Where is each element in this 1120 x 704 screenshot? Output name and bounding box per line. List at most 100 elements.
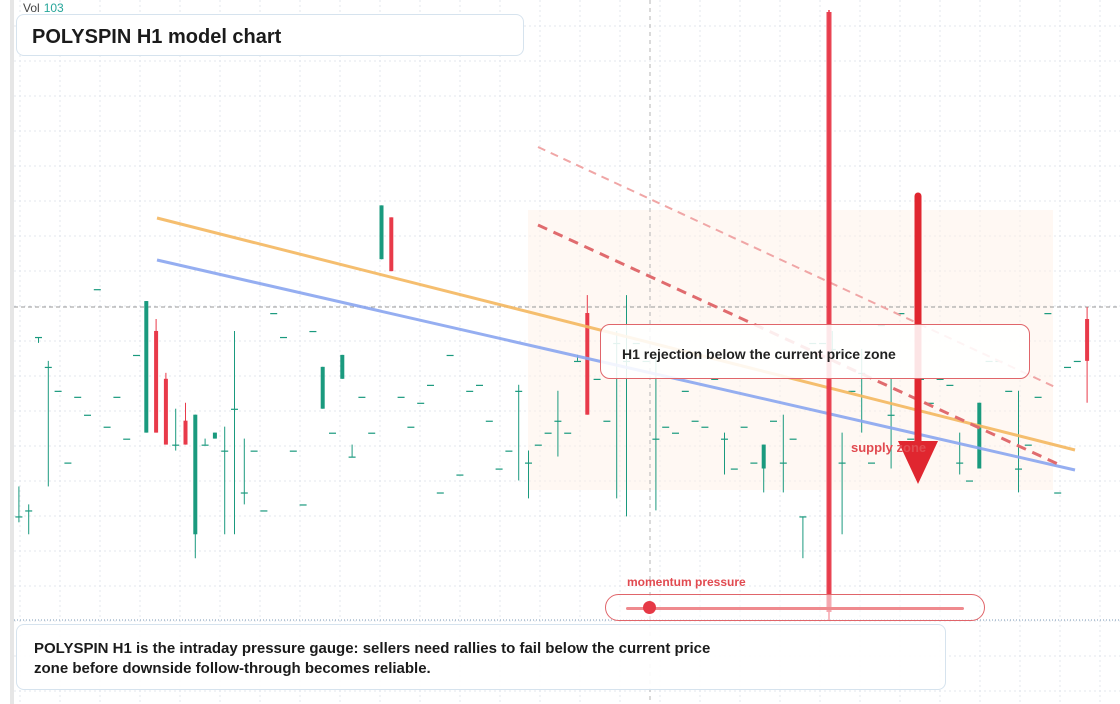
candle-body [544, 432, 552, 434]
candle-body [956, 462, 964, 464]
candle-body [280, 336, 287, 339]
candle [848, 390, 856, 392]
candle [212, 432, 217, 439]
rejection-callout-text: H1 rejection below the current price zon… [622, 346, 896, 362]
candle-body [25, 510, 33, 512]
candle [495, 468, 503, 470]
candle [966, 480, 973, 482]
candle [358, 396, 366, 398]
candle-body [838, 462, 846, 464]
candle [868, 462, 875, 464]
candle-body [868, 462, 875, 464]
candle-body [456, 474, 464, 476]
candle-body [672, 432, 679, 434]
volume-readout: Vol 103 [23, 1, 64, 15]
candle [280, 336, 287, 339]
candle [103, 426, 111, 428]
candle-body [711, 378, 719, 380]
candle [397, 396, 405, 398]
candle-body [379, 205, 384, 260]
candle-body [436, 492, 444, 494]
candle-body [662, 426, 670, 428]
candle-body [897, 313, 905, 315]
candle [44, 360, 52, 487]
candle [515, 384, 523, 481]
candle [1034, 396, 1042, 398]
candles [15, 205, 1090, 559]
candle [299, 504, 307, 506]
candle-body [15, 516, 23, 518]
candle-body [1085, 319, 1090, 361]
candle-body [495, 468, 503, 470]
candle-body [154, 330, 159, 433]
candle [35, 336, 42, 343]
candle [534, 444, 542, 446]
candle-body [1073, 360, 1081, 363]
candle [1085, 307, 1090, 403]
candle [1015, 390, 1022, 493]
candle-body [966, 480, 973, 482]
candle [564, 432, 572, 434]
candle-body [1024, 444, 1032, 446]
candle [505, 450, 513, 452]
candle [1044, 313, 1052, 315]
candle-body [789, 438, 797, 440]
candle-body [240, 492, 248, 494]
rejection-callout: H1 rejection below the current price zon… [600, 324, 1030, 379]
momentum-gauge-knob[interactable] [643, 601, 657, 614]
candle [389, 217, 394, 272]
candle-body [485, 420, 493, 422]
candle-body [193, 414, 198, 535]
candle-body [221, 450, 229, 452]
candle [270, 313, 278, 315]
down-arrow-head [898, 441, 938, 484]
candle-body [289, 450, 297, 452]
candle-body [681, 390, 689, 392]
candle [897, 313, 905, 315]
candle-body [750, 462, 758, 464]
candle-body [1015, 468, 1022, 470]
candle-body [554, 420, 562, 422]
candle [701, 426, 709, 428]
candle [1064, 366, 1071, 369]
candle-body [1005, 390, 1013, 392]
candle [309, 330, 317, 333]
candle [554, 390, 562, 457]
candle [779, 414, 787, 493]
candle-body [358, 396, 366, 398]
candle [84, 414, 91, 416]
candle [144, 301, 149, 433]
candle-body [476, 384, 483, 386]
candle-body [123, 438, 131, 440]
candle-body [505, 450, 513, 452]
candle-body [133, 354, 140, 357]
candle-body [701, 426, 709, 428]
supply-zone-label: supply zone [851, 440, 927, 455]
candle [74, 396, 82, 398]
candle [466, 390, 474, 392]
title-panel: POLYSPIN H1 model chart [16, 14, 524, 56]
candle-body [417, 402, 425, 404]
candle-body [260, 510, 268, 512]
candle [379, 205, 384, 260]
candle-body [93, 289, 101, 291]
candle-body [603, 420, 611, 422]
candle [113, 396, 121, 398]
candle [407, 426, 415, 428]
candle-body [466, 390, 474, 392]
candle [956, 432, 964, 475]
candle [544, 432, 552, 434]
candle [320, 366, 325, 409]
candle-body [1034, 396, 1042, 398]
candle [289, 450, 297, 452]
candle-body [389, 217, 394, 272]
candle [681, 390, 689, 392]
candle-body [721, 438, 728, 440]
candle-body [299, 504, 307, 506]
candle [64, 462, 72, 464]
candle-body [848, 390, 856, 392]
candle [750, 462, 758, 464]
candle [427, 384, 434, 386]
candle [93, 289, 101, 291]
candle [838, 432, 846, 535]
